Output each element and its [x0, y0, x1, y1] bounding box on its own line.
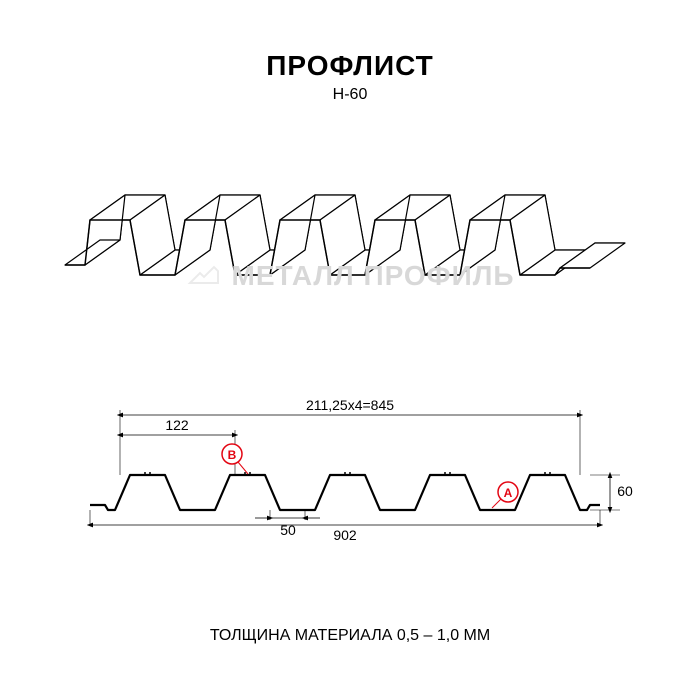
watermark-icon [186, 261, 222, 291]
page-subtitle: Н-60 [0, 86, 700, 104]
isometric-view [30, 160, 670, 340]
dim-valley: 50 [280, 522, 296, 538]
page-title: ПРОФЛИСТ [0, 50, 700, 82]
footer-caption: ТОЛЩИНА МАТЕРИАЛА 0,5 – 1,0 ММ [0, 627, 700, 645]
watermark: МЕТАЛЛ ПРОФИЛЬ [0, 260, 700, 292]
header: ПРОФЛИСТ Н-60 [0, 0, 700, 104]
dim-total: 211,25х4=845 [306, 397, 394, 413]
profile-path [90, 475, 600, 510]
marker-b-label: B [228, 448, 237, 462]
marker-a-label: A [504, 486, 513, 500]
dim-height: 60 [617, 483, 633, 499]
cross-section-view: 211,25х4=845 122 902 50 60 B A [60, 380, 640, 560]
marker-a: A [492, 482, 518, 508]
dim-pitch: 122 [165, 417, 189, 433]
dim-overall: 902 [333, 527, 357, 543]
watermark-text: МЕТАЛЛ ПРОФИЛЬ [232, 260, 515, 292]
